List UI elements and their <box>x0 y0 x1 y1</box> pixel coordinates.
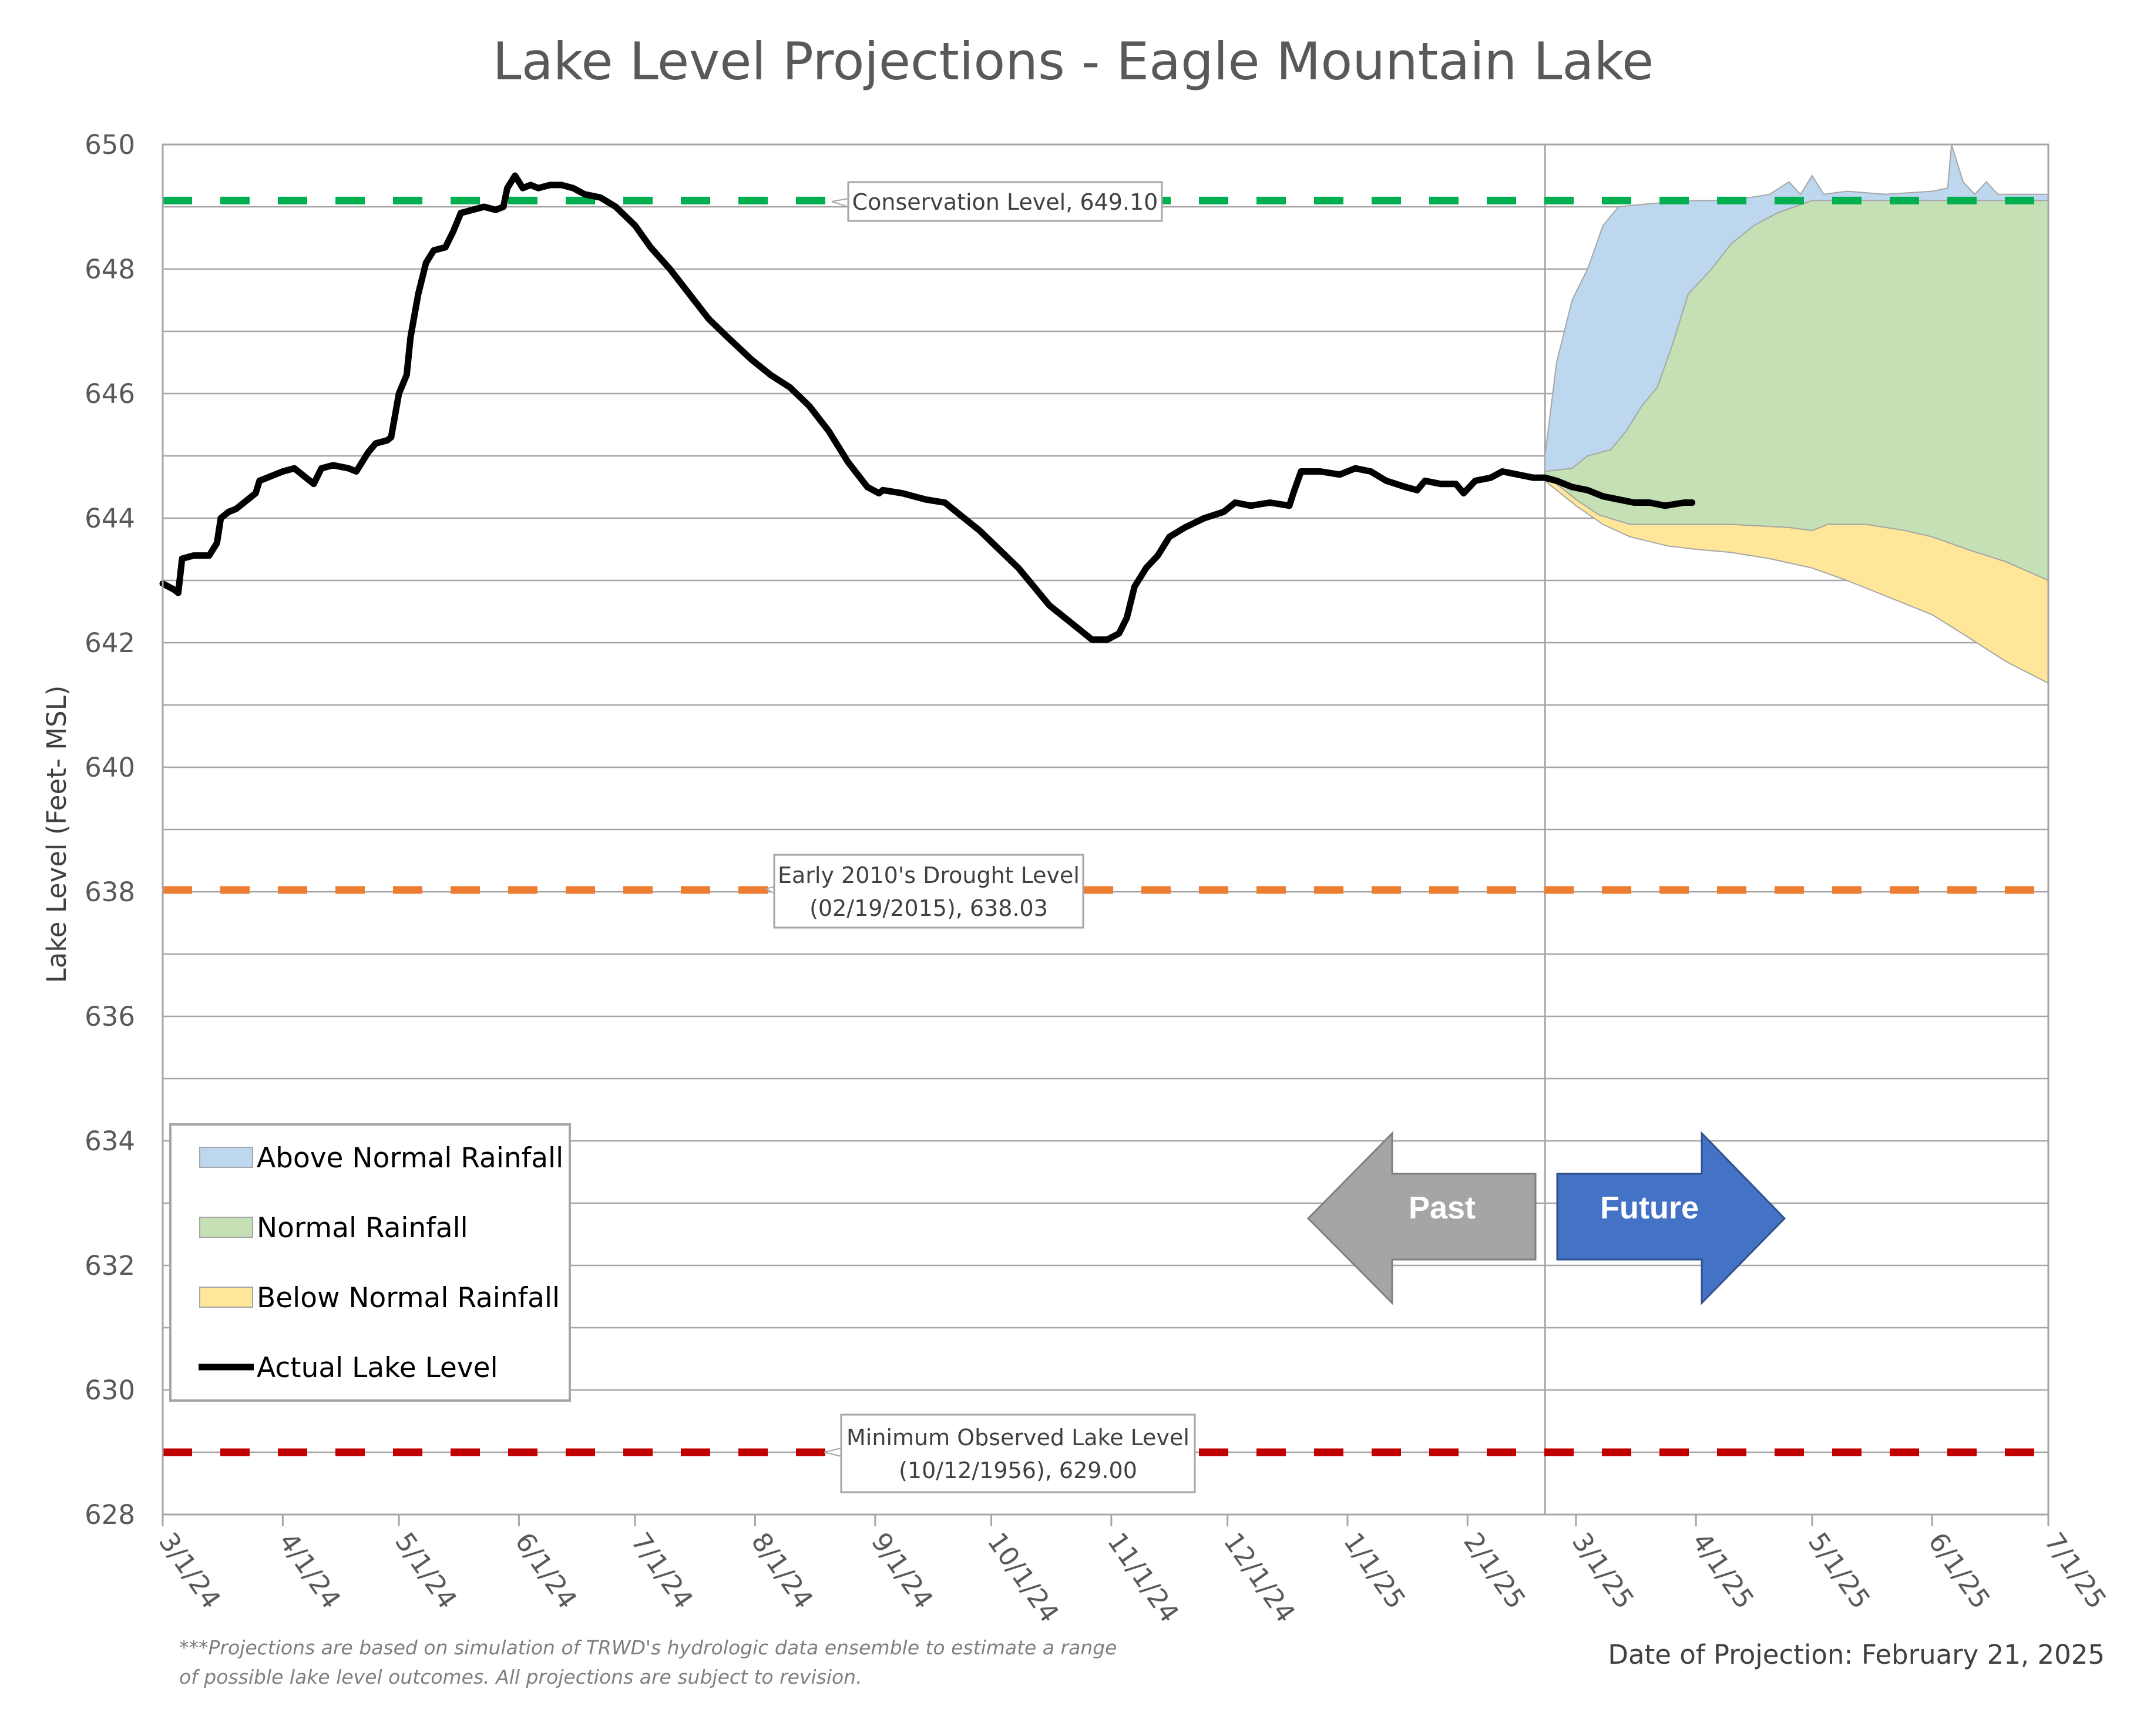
legend-normal-label: Normal Rainfall <box>257 1212 468 1244</box>
past-arrow-label: Past <box>1409 1190 1476 1225</box>
reference-label-text: Early 2010's Drought Level <box>778 862 1080 888</box>
reference-label-text: Minimum Observed Lake Level <box>846 1425 1190 1450</box>
y-tick-label: 650 <box>85 129 135 160</box>
y-tick-label: 630 <box>85 1375 135 1406</box>
y-tick-label: 628 <box>85 1499 135 1530</box>
future-arrow-label: Future <box>1600 1190 1699 1225</box>
past-arrow <box>1306 1131 1537 1305</box>
callout-box <box>847 181 1163 222</box>
plot-frame <box>162 143 2049 1516</box>
reference-labels: Conservation Level, 649.10 Early 2010's D… <box>764 181 1196 1493</box>
callout-box <box>840 1413 1196 1493</box>
legend-actual-label: Actual Lake Level <box>257 1352 498 1384</box>
actual-lake-level-line <box>159 172 1696 643</box>
y-tick-label: 636 <box>85 1001 135 1032</box>
legend-above-normal-swatch <box>199 1147 253 1168</box>
y-tick-label: 634 <box>85 1126 135 1157</box>
past-future-arrows: Past Future <box>1306 1131 1786 1305</box>
footnote: ***Projections are based on simulation o… <box>179 1636 1117 1688</box>
reference-label-text: (10/12/1956), 629.00 <box>899 1458 1137 1483</box>
legend-box <box>169 1123 571 1402</box>
projection-date: Date of Projection: February 21, 2025 <box>1608 1639 2105 1670</box>
callout-box <box>773 854 1084 929</box>
y-tick-label: 644 <box>85 503 135 534</box>
reference-label-text: Conservation Level, 649.10 <box>852 189 1158 215</box>
legend-below-normal-swatch <box>199 1287 253 1308</box>
chart-title: Lake Level Projections - Eagle Mountain … <box>493 31 1654 92</box>
y-tick-label: 648 <box>85 254 135 285</box>
reference-label-text: (02/19/2015), 638.03 <box>809 895 1048 921</box>
y-tick-label: 640 <box>85 752 135 783</box>
legend: Above Normal Rainfall Normal Rainfall Belo… <box>169 1123 571 1402</box>
y-axis-title: Lake Level (Feet- MSL) <box>41 686 72 983</box>
y-tick-label: 638 <box>85 877 135 908</box>
y-tick-label: 646 <box>85 378 135 409</box>
actual-level-path <box>159 172 1696 643</box>
legend-above-normal-label: Above Normal Rainfall <box>257 1142 563 1174</box>
y-tick-label: 632 <box>85 1250 135 1281</box>
y-tick-label: 642 <box>85 627 135 659</box>
future-arrow <box>1556 1131 1786 1305</box>
legend-below-normal-label: Below Normal Rainfall <box>257 1282 560 1314</box>
legend-normal-swatch <box>199 1217 253 1238</box>
